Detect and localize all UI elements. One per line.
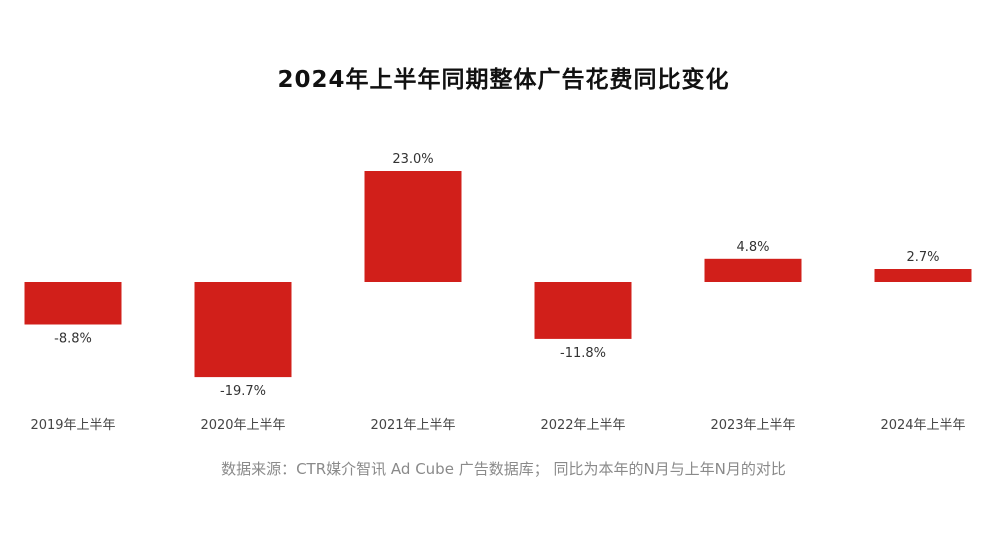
value-label-2: -19.7% [220,384,266,399]
bar-6 [874,269,972,282]
category-label-4: 2022年上半年 [540,418,625,433]
bar-chart: -8.8%-19.7%23.0%-11.8%4.8%2.7% 2019年上半年 2… [24,152,972,433]
bar-2 [194,282,292,378]
category-labels-layer: 2019年上半年 2020年上半年 2021年上半年 2022年上半年 2023年上半年… [30,418,965,433]
value-labels-layer: -8.8% -19.7% 23.0% -11.8% 4.8% 2.7% [54,152,939,399]
value-label-6: 2.7% [906,250,939,265]
value-label-4: -11.8% [560,346,606,361]
value-label-1: -8.8% [54,332,92,347]
source-note: 数据来源：CTR媒介智讯 Ad Cube 广告数据库； 同比为本年的N月与上年N… [221,460,786,478]
category-label-5: 2023年上半年 [710,418,795,433]
value-label-5: 4.8% [736,240,769,255]
bars-layer [24,171,972,378]
value-label-3: 23.0% [392,152,433,167]
bar-1 [24,282,122,325]
chart-title: 2024年上半年同期整体广告花费同比变化 [277,67,730,93]
category-label-1: 2019年上半年 [30,418,115,433]
bar-3 [364,171,462,282]
category-label-6: 2024年上半年 [880,418,965,433]
bar-5 [704,258,802,282]
category-label-3: 2021年上半年 [370,418,455,433]
category-label-2: 2020年上半年 [200,418,285,433]
bar-4 [534,282,632,339]
